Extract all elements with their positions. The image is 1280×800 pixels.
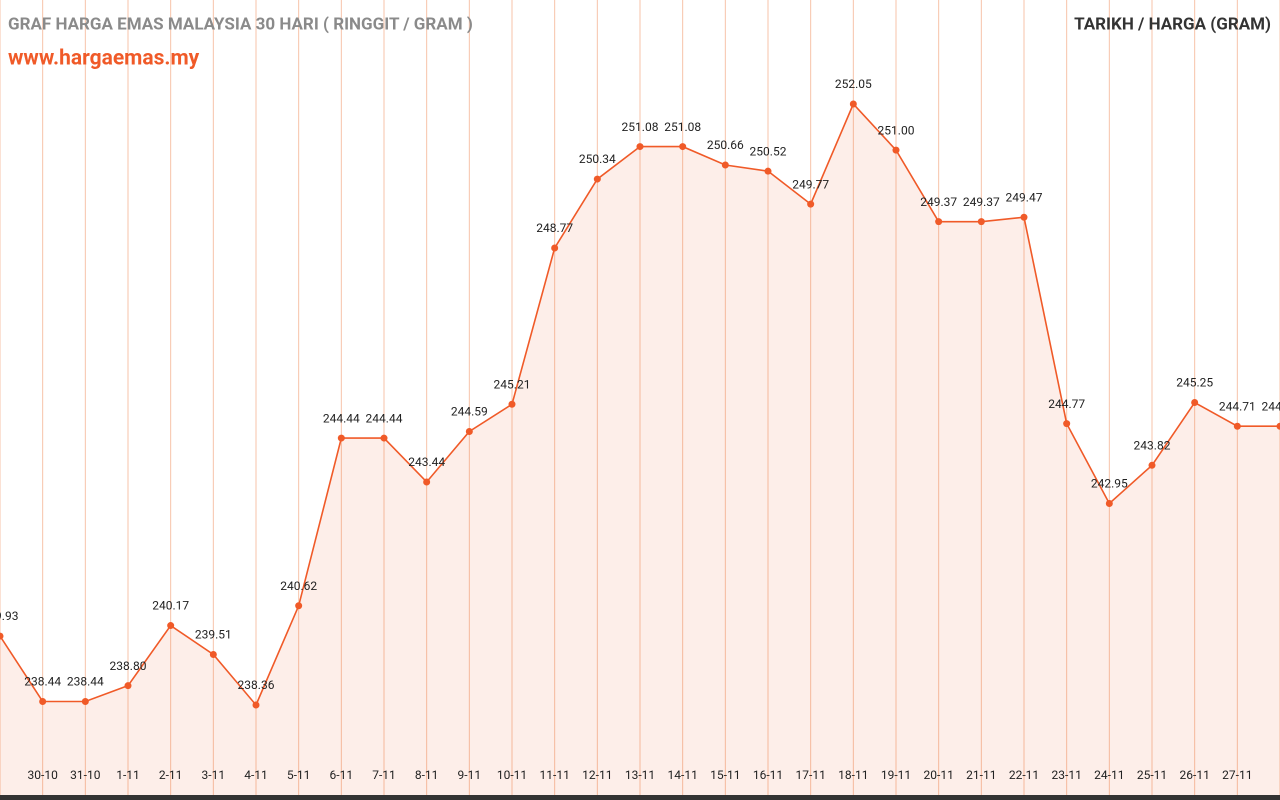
point (0, 632, 4, 640)
value-label: 244.44 (323, 411, 360, 425)
value-label: 250.52 (750, 144, 787, 158)
value-label: 244.59 (451, 405, 488, 419)
x-tick-label: 18-11 (838, 768, 868, 782)
value-label: 252.05 (835, 77, 872, 91)
x-tick-label: 19-11 (881, 768, 911, 782)
value-label: 245.21 (494, 377, 531, 391)
x-tick-label: 14-11 (668, 768, 698, 782)
value-label: 239.51 (195, 628, 232, 642)
area (0, 104, 1280, 795)
value-label: 244.44 (366, 411, 403, 425)
annotation: TARIKH / HARGA (GRAM) (1074, 14, 1271, 34)
x-tick-label: 15-11 (710, 768, 740, 782)
x-tick-label: 9-11 (458, 768, 482, 782)
value-label: 240.62 (280, 579, 317, 593)
point (636, 143, 644, 151)
value-label: 243.82 (1134, 438, 1171, 452)
point (465, 427, 473, 435)
point (124, 682, 132, 690)
x-tick-label: 23-11 (1052, 768, 1082, 782)
point (508, 400, 516, 408)
value-label: 249.47 (1006, 190, 1043, 204)
value-label: 244.71 (1219, 399, 1256, 413)
chart-title: GRAF HARGA EMAS MALAYSIA 30 HARI ( RINGG… (8, 14, 473, 34)
point (1105, 499, 1113, 507)
point (252, 701, 260, 709)
value-label: 244.77 (1048, 397, 1085, 411)
x-tick-label: 12-11 (582, 768, 612, 782)
x-tick-label: 31-10 (70, 768, 101, 782)
point (423, 478, 431, 486)
point (337, 434, 345, 442)
value-label: 251.00 (878, 123, 915, 137)
x-tick-label: 13-11 (625, 768, 655, 782)
x-tick-label: 20-11 (924, 768, 954, 782)
x-tick-label: 11-11 (540, 768, 570, 782)
value-label: 243.44 (408, 455, 445, 469)
point (380, 434, 388, 442)
x-tick-label: 1-11 (116, 768, 140, 782)
point (807, 200, 815, 208)
x-tick-label: 3-11 (202, 768, 226, 782)
x-tick-label: 17-11 (796, 768, 826, 782)
point (551, 244, 559, 252)
value-label: 242.95 (1091, 477, 1128, 491)
value-label: 245.25 (1176, 376, 1213, 390)
point (1020, 213, 1028, 221)
x-tick-label: 7-11 (372, 768, 396, 782)
point (209, 651, 217, 659)
value-label: 249.77 (792, 177, 829, 191)
point (39, 697, 47, 705)
x-tick-label: 8-11 (415, 768, 439, 782)
chart-subtitle: www.hargaemas.my (8, 47, 200, 71)
value-label: 240.17 (152, 599, 189, 613)
value-label: 239.93 (0, 609, 18, 623)
x-tick-label: 4-11 (244, 768, 268, 782)
point (167, 622, 175, 630)
value-label: 238.36 (238, 678, 275, 692)
value-label: 249.37 (963, 195, 1000, 209)
value-label: 238.44 (67, 675, 104, 689)
point (81, 697, 89, 705)
x-tick-label: 30-10 (28, 768, 59, 782)
x-tick-label: 2-11 (159, 768, 183, 782)
point (892, 146, 900, 154)
point (1276, 422, 1280, 430)
point (1233, 422, 1241, 430)
point (1191, 399, 1199, 407)
point (764, 167, 772, 175)
point (977, 218, 985, 226)
x-tick-label: 10-11 (497, 768, 527, 782)
value-label: 244.71 (1262, 399, 1280, 413)
x-tick-label: 24-11 (1094, 768, 1124, 782)
point (593, 175, 601, 183)
x-tick-label: 27-11 (1222, 768, 1252, 782)
value-label: 238.80 (110, 659, 147, 673)
x-tick-label: 25-11 (1137, 768, 1167, 782)
point (679, 143, 687, 151)
x-tick-label: 5-11 (287, 768, 311, 782)
value-label: 248.77 (536, 221, 573, 235)
value-label: 251.08 (622, 120, 659, 134)
bottom-bar (0, 795, 1280, 800)
x-tick-label: 26-11 (1180, 768, 1210, 782)
x-tick-label: 16-11 (753, 768, 783, 782)
value-label: 238.44 (24, 675, 61, 689)
value-label: 251.08 (664, 120, 701, 134)
x-tick-label: 22-11 (1009, 768, 1039, 782)
value-label: 249.37 (920, 195, 957, 209)
point (1063, 420, 1071, 428)
point (935, 218, 943, 226)
point (1148, 461, 1156, 469)
x-tick-label: 6-11 (330, 768, 354, 782)
point (721, 161, 729, 169)
x-tick-label: 21-11 (966, 768, 996, 782)
point (849, 100, 857, 108)
value-label: 250.66 (707, 138, 744, 152)
value-label: 250.34 (579, 152, 616, 166)
point (295, 602, 303, 610)
